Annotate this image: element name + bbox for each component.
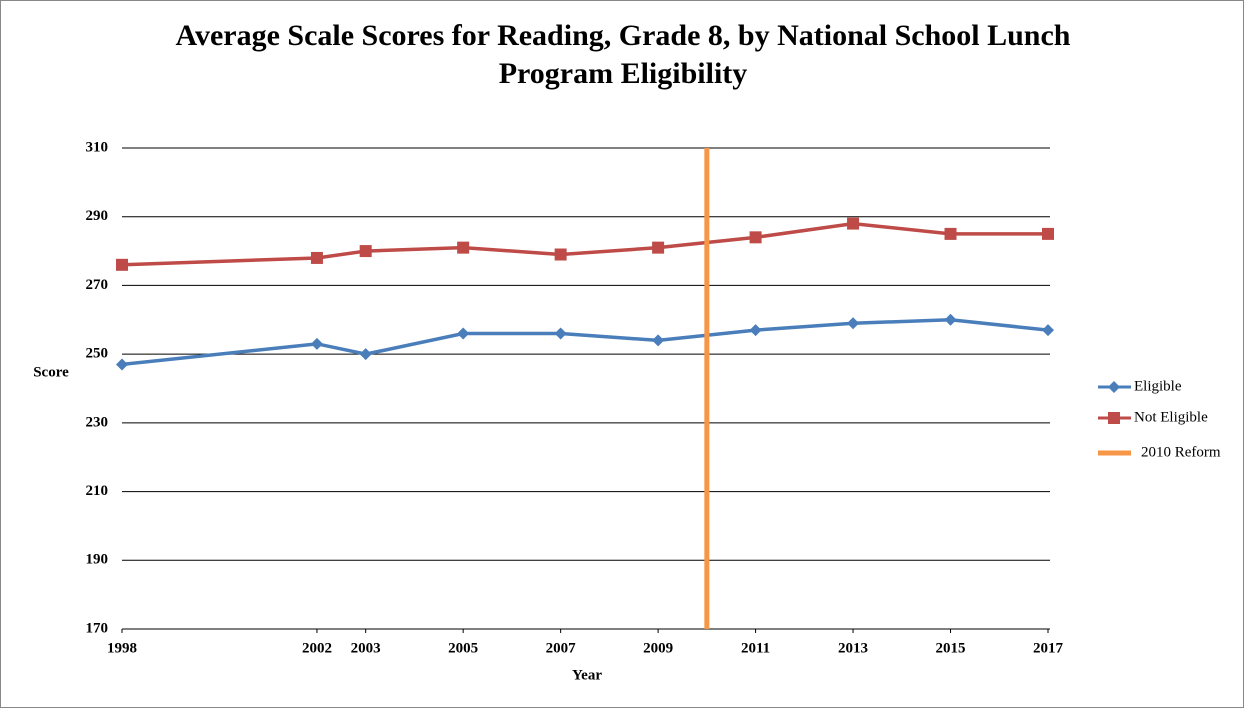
point (1042, 227, 1054, 240)
point (359, 245, 372, 258)
point (310, 337, 323, 350)
point (554, 248, 567, 261)
y-axis-label: Score (33, 364, 69, 380)
legend-label: Not Eligible (1134, 409, 1208, 425)
point (457, 327, 470, 340)
point (749, 231, 762, 244)
point (554, 327, 567, 340)
point (116, 258, 128, 271)
y-tick-label: 210 (86, 483, 109, 499)
y-tick-label: 190 (86, 552, 109, 568)
x-tick-label: 2011 (741, 640, 770, 656)
point (652, 334, 665, 347)
x-tick-label: 2002 (302, 640, 332, 656)
y-tick-label: 270 (86, 277, 109, 293)
x-tick-label: 2005 (448, 640, 478, 656)
y-tick-label: 290 (86, 208, 109, 224)
point (116, 358, 128, 371)
x-tick-label: 2003 (351, 640, 381, 656)
point (359, 348, 372, 361)
legend-marker (1108, 412, 1120, 424)
x-tick-label: 2017 (1033, 640, 1064, 656)
x-tick-label: 2009 (643, 640, 673, 656)
point (652, 241, 665, 254)
y-tick-label: 310 (86, 139, 109, 155)
x-tick-label: 2013 (838, 640, 868, 656)
point (847, 317, 860, 330)
point (1042, 324, 1054, 337)
legend-label: Eligible (1134, 378, 1182, 394)
point (749, 324, 762, 337)
point (457, 241, 470, 254)
series-line (121, 318, 1049, 367)
legend-marker (1108, 381, 1120, 393)
y-tick-label: 230 (86, 414, 109, 430)
x-tick-label: 2007 (546, 640, 577, 656)
point (847, 217, 860, 230)
x-tick-label: 1998 (107, 640, 137, 656)
chart-title: Average Scale Scores for Reading, Grade … (175, 19, 1071, 90)
x-axis-label: Year (572, 667, 602, 683)
y-tick-label: 170 (86, 620, 109, 636)
series-line (121, 221, 1048, 267)
point (310, 251, 323, 264)
point (944, 313, 957, 326)
x-tick-label: 2015 (936, 640, 966, 656)
legend-label: 2010 Reform (1141, 444, 1221, 460)
y-tick-label: 250 (86, 346, 109, 362)
point (944, 227, 957, 240)
